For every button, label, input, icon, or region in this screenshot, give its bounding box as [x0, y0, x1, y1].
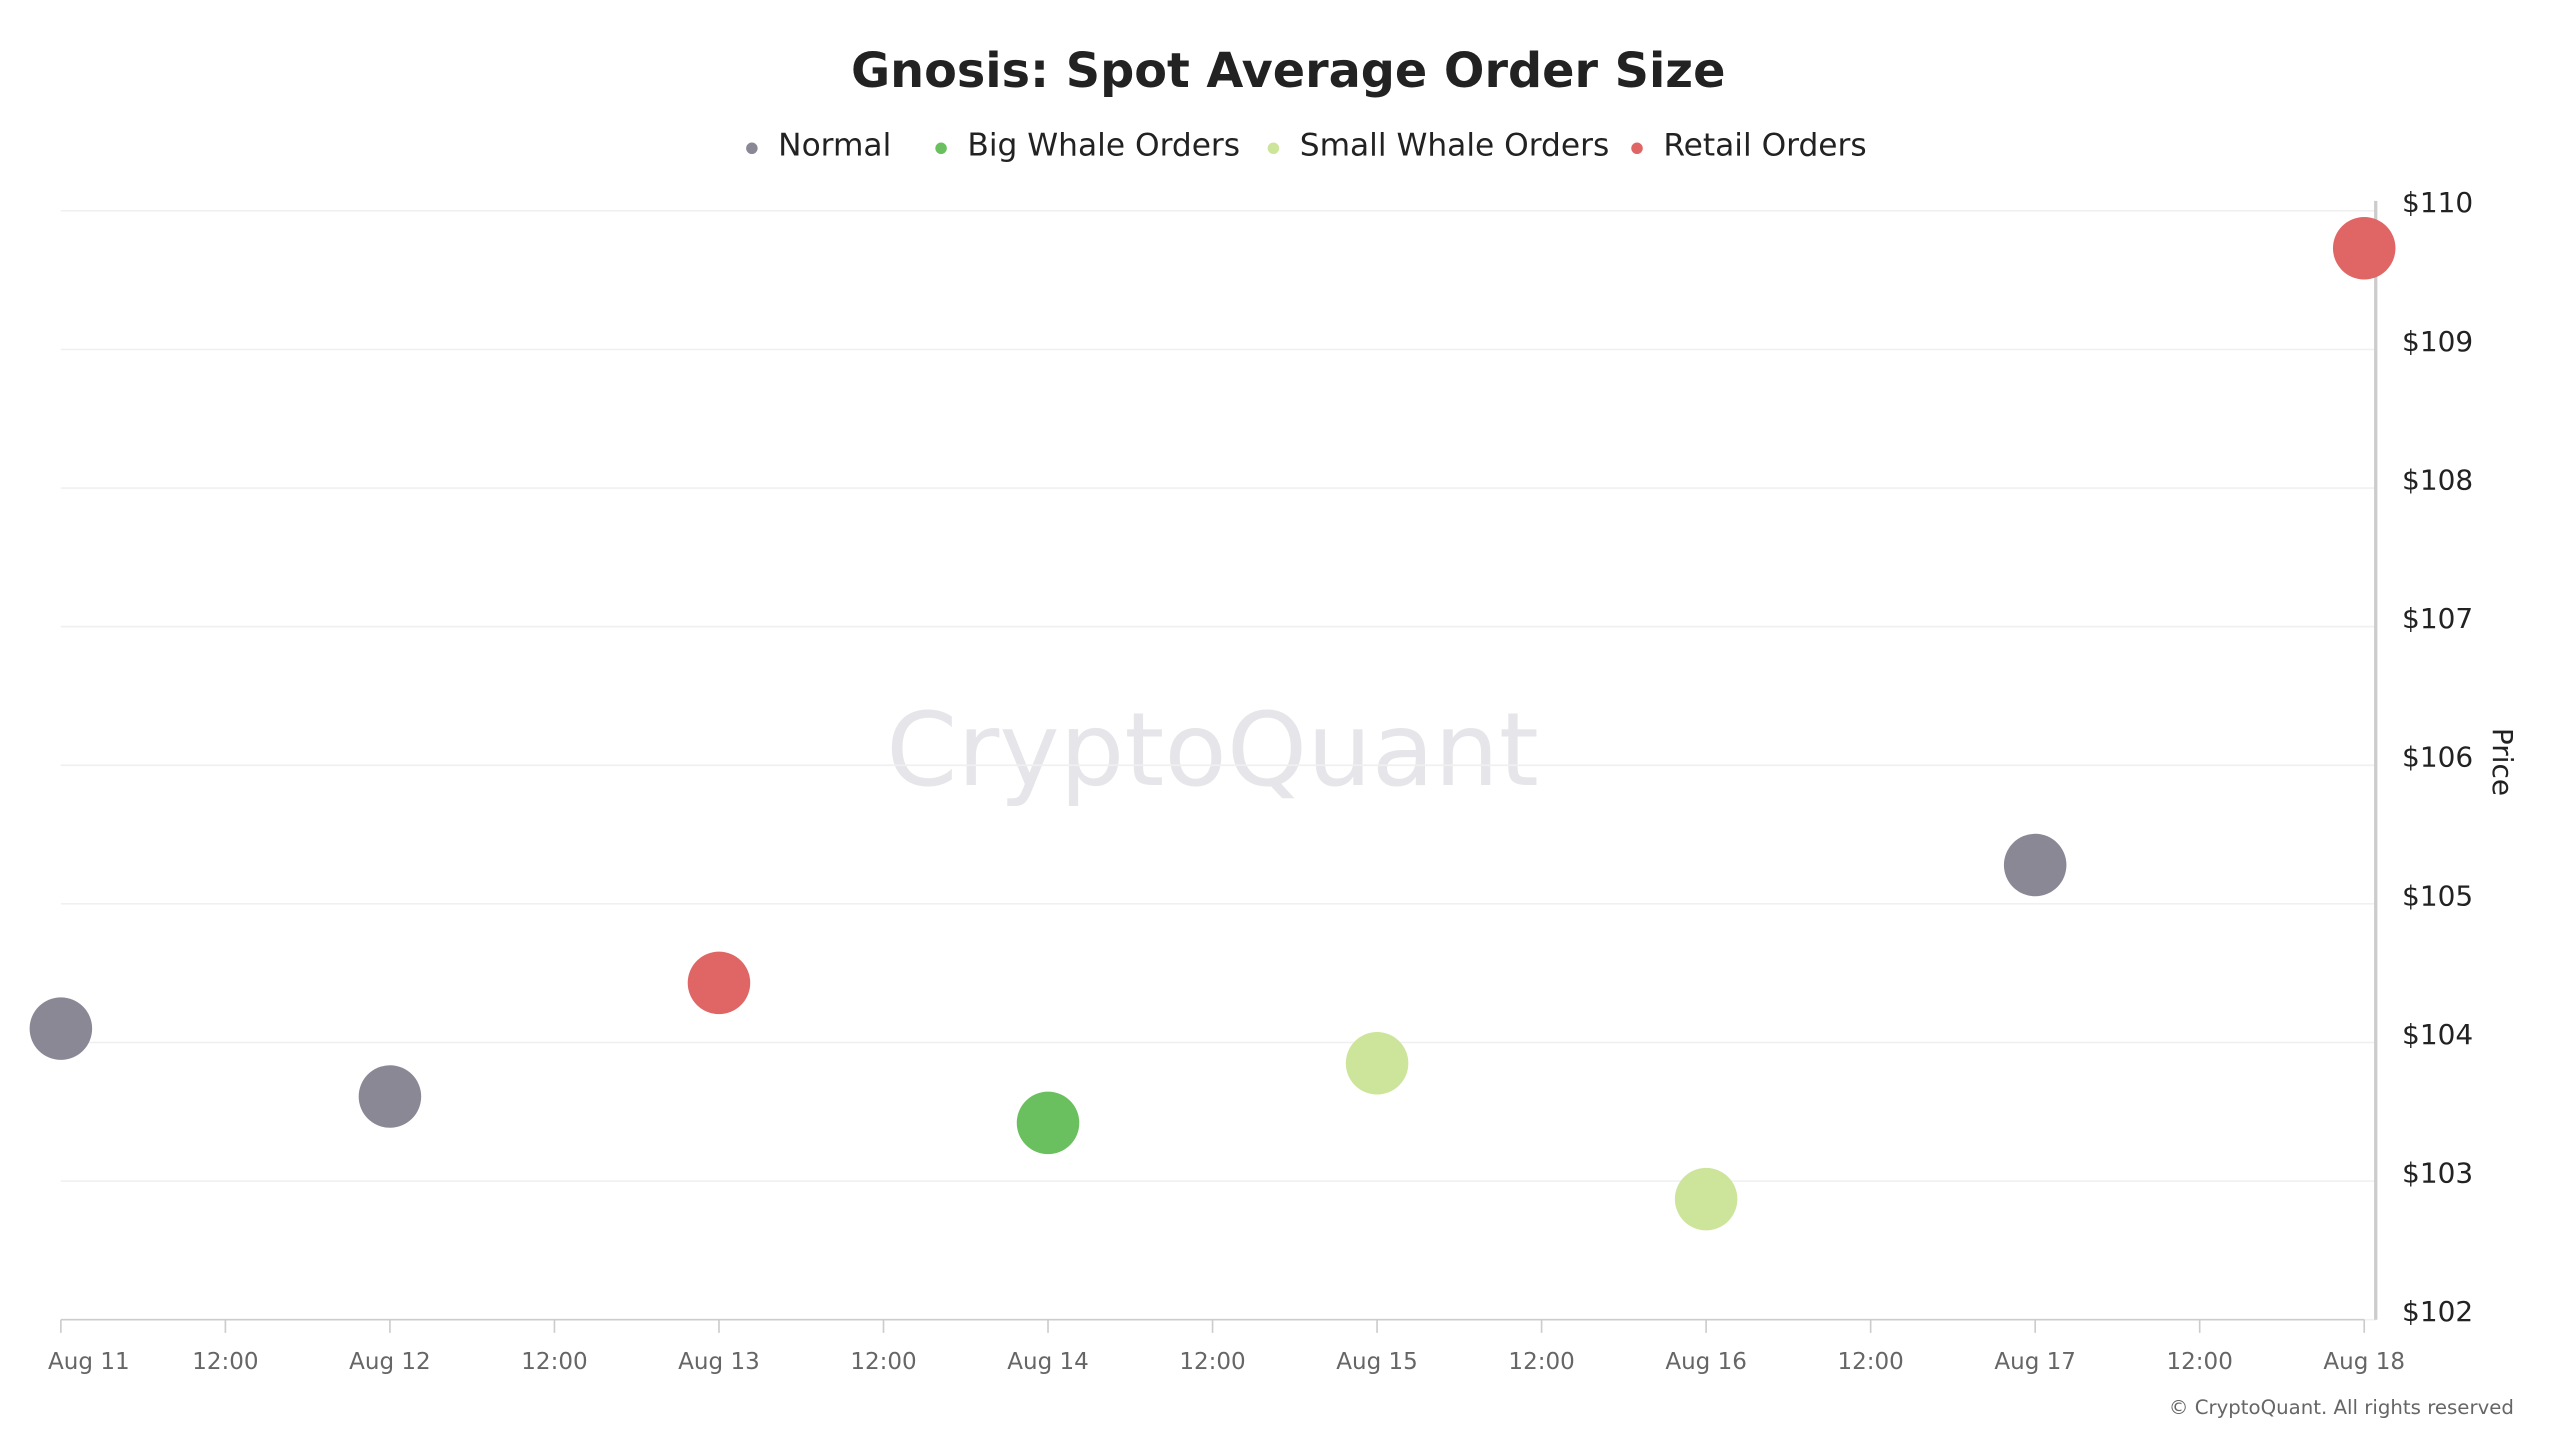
x-tick-label: Aug 17	[1994, 1349, 2076, 1375]
legend-label: Big Whale Orders	[967, 128, 1240, 164]
point	[1674, 1167, 1738, 1231]
legend-marker	[1267, 142, 1280, 155]
x-tick-label: 12:00	[850, 1349, 916, 1375]
y-tick-label: $102	[2402, 1295, 2473, 1328]
x-tick-label: Aug 14	[1007, 1349, 1089, 1375]
y-tick-label: $103	[2402, 1156, 2473, 1189]
point	[1016, 1091, 1080, 1155]
x-tick-label: Aug 13	[678, 1349, 760, 1375]
credit: © CryptoQuant. All rights reserved	[2169, 1396, 2514, 1419]
x-tick-label: Aug 18	[2323, 1349, 2405, 1375]
point	[2003, 833, 2067, 897]
x-tick-label: Aug 16	[1665, 1349, 1747, 1375]
y-tick-label: $109	[2402, 325, 2473, 358]
legend-label: Retail Orders	[1663, 128, 1866, 164]
watermark: CryptoQuant	[886, 691, 1539, 810]
y-tick-label: $108	[2402, 463, 2473, 496]
x-tick-label: 12:00	[2167, 1349, 2233, 1375]
point	[2332, 216, 2396, 280]
x-tick-label: 12:00	[1508, 1349, 1574, 1375]
x-tick-label: 12:00	[521, 1349, 587, 1375]
x-tick-label: 12:00	[1179, 1349, 1245, 1375]
y-tick-label: $107	[2402, 602, 2473, 635]
x-tick-label: Aug 12	[349, 1349, 431, 1375]
legend-marker	[1631, 142, 1643, 155]
y-tick-label: $105	[2402, 879, 2473, 912]
x-tick-label: 12:00	[192, 1349, 258, 1375]
point	[29, 997, 93, 1060]
y-tick-label: $106	[2402, 741, 2473, 774]
point	[358, 1065, 422, 1128]
legend-marker	[935, 142, 947, 155]
legend-marker	[746, 142, 758, 155]
y-tick-label: $110	[2402, 186, 2473, 219]
legend-label: Normal	[778, 128, 891, 164]
point	[1345, 1032, 1409, 1095]
y-axis-label: Price	[2486, 728, 2519, 796]
point	[687, 951, 751, 1015]
x-tick-label: 12:00	[1837, 1349, 1903, 1375]
y-tick-label: $104	[2402, 1018, 2473, 1051]
x-tick-label: Aug 15	[1336, 1349, 1418, 1375]
chart-title: Gnosis: Spot Average Order Size	[851, 44, 1725, 99]
legend-label: Small Whale Orders	[1300, 128, 1610, 164]
x-tick-label: Aug 11	[48, 1349, 130, 1375]
